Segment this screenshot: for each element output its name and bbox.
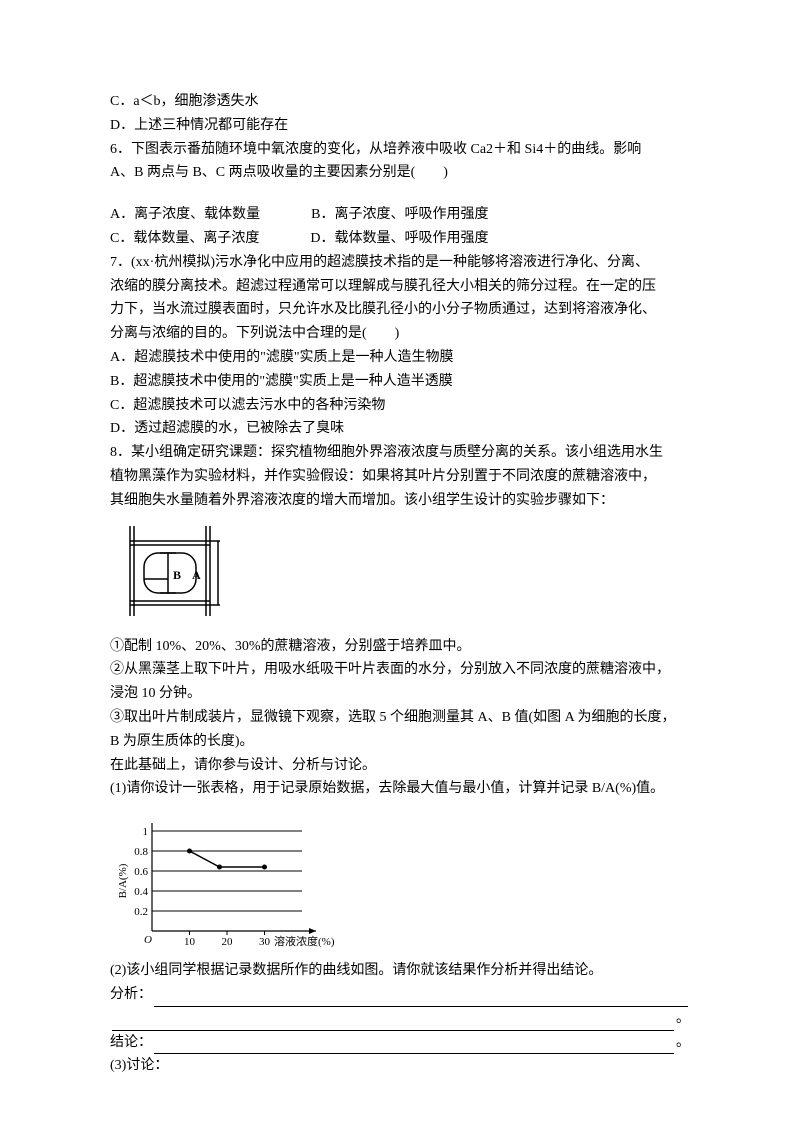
- q8-stem-1: 8．某小组确定研究课题：探究植物细胞外界溶液浓度与质壁分离的关系。该小组选用水生: [110, 441, 690, 465]
- q5-option-c: C．a＜b，细胞渗透失水: [110, 90, 690, 114]
- q7-stem-2: 浓缩的膜分离技术。超滤过程通常可以理解成与膜孔径大小相关的筛分过程。在一定的压: [110, 275, 690, 299]
- svg-text:0.8: 0.8: [134, 846, 148, 858]
- svg-text:30: 30: [259, 936, 271, 948]
- svg-text:10: 10: [184, 936, 196, 948]
- q8-analysis-label: 分析：: [110, 983, 152, 1007]
- q8-stem-3: 其细胞失水量随着外界溶液浓度的增大而增加。该小组学生设计的实验步骤如下：: [110, 489, 690, 513]
- q8-sub1: (1)请你设计一张表格，用于记录原始数据，去除最大值与最小值，计算并记录 B/A…: [110, 777, 690, 801]
- q6-stem-2: A、B 两点与 B、C 两点吸收量的主要因素分别是( ): [110, 161, 690, 185]
- q8-step4: 在此基础上，请你参与设计、分析与讨论。: [110, 754, 690, 778]
- q7-option-a: A．超滤膜技术中使用的"滤膜"实质上是一种人造生物膜: [110, 346, 690, 370]
- line-chart-svg: 1 0.8 0.6 0.4 0.2 10 20 30 O B/A(%) 溶液浓度(%): [110, 811, 340, 951]
- q5-option-d: D．上述三种情况都可能存在: [110, 114, 690, 138]
- q8-step3a: ③取出叶片制成装片，显微镜下观察，选取 5 个细胞测量其 A、B 值(如图 A …: [110, 706, 690, 730]
- svg-text:B/A(%): B/A(%): [117, 863, 129, 898]
- blank-fill[interactable]: [112, 1013, 674, 1031]
- svg-text:0.4: 0.4: [134, 886, 148, 898]
- svg-text:溶液浓度(%): 溶液浓度(%): [274, 934, 335, 948]
- q8-stem-2: 植物黑藻作为实验材料，并作实验假设：如果将其叶片分别置于不同浓度的蔗糖溶液中，: [110, 465, 690, 489]
- period: 。: [676, 1007, 690, 1031]
- svg-text:0.6: 0.6: [134, 866, 148, 878]
- cell-diagram-label-b: B: [173, 568, 181, 582]
- q8-conclusion-line: 结论： 。: [110, 1031, 690, 1055]
- q8-conclusion-label: 结论：: [110, 1031, 152, 1055]
- q7-option-c: C．超滤膜技术可以滤去污水中的各种污染物: [110, 394, 690, 418]
- spacer: [110, 185, 690, 203]
- svg-text:1: 1: [143, 826, 149, 838]
- q8-step1: ①配制 10%、20%、30%的蔗糖溶液，分别盛于培养皿中。: [110, 635, 690, 659]
- q7-stem-4: 分离与浓缩的目的。下列说法中合理的是( ): [110, 322, 690, 346]
- cell-diagram-label-a: A: [192, 568, 201, 582]
- q8-step3b: B 为原生质体的长度)。: [110, 730, 690, 754]
- q8-step2b: 浸泡 10 分钟。: [110, 682, 690, 706]
- q7-option-b: B．超滤膜技术中使用的"滤膜"实质上是一种人造半透膜: [110, 370, 690, 394]
- cell-diagram: B A: [110, 521, 690, 621]
- q7-option-d: D．透过超滤膜的水，已被除去了臭味: [110, 417, 690, 441]
- period: 。: [676, 1031, 690, 1055]
- q6-option-b: B．离子浓度、呼吸作用强度: [311, 207, 488, 222]
- svg-text:0.2: 0.2: [134, 906, 148, 918]
- blank-fill[interactable]: [154, 1037, 674, 1055]
- q6-stem-1: 6．下图表示番茄随环境中氧浓度的变化，从培养液中吸收 Ca2＋和 Si4＋的曲线…: [110, 138, 690, 162]
- q7-stem-1: 7．(xx·杭州模拟)污水净化中应用的超滤膜技术指的是一种能够将溶液进行净化、分…: [110, 251, 690, 275]
- q7-stem-3: 力下，当水流过膜表面时，只允许水及比膜孔径小的小分子物质通过，达到将溶液净化、: [110, 298, 690, 322]
- q6-options-row1: A．离子浓度、载体数量 B．离子浓度、呼吸作用强度: [110, 203, 690, 227]
- q8-step2a: ②从黑藻茎上取下叶片，用吸水纸吸干叶片表面的水分，分别放入不同浓度的蔗糖溶液中，: [110, 658, 690, 682]
- q8-analysis-line2: 。: [110, 1007, 690, 1031]
- q6-option-c: C．载体数量、离子浓度: [110, 231, 259, 246]
- q6-option-a: A．离子浓度、载体数量: [110, 207, 260, 222]
- q6-options-row2: C．载体数量、离子浓度 D．载体数量、呼吸作用强度: [110, 227, 690, 251]
- blank-fill[interactable]: [154, 989, 688, 1007]
- cell-diagram-svg: B A: [110, 521, 240, 621]
- q8-analysis-line: 分析：: [110, 983, 690, 1007]
- q6-option-d: D．载体数量、呼吸作用强度: [310, 231, 488, 246]
- line-chart: 1 0.8 0.6 0.4 0.2 10 20 30 O B/A(%) 溶液浓度(%): [110, 811, 690, 951]
- svg-text:O: O: [144, 934, 152, 946]
- q8-sub2a: (2)该小组同学根据记录数据所作的曲线如图。请你就该结果作分析并得出结论。: [110, 959, 690, 983]
- svg-text:20: 20: [222, 936, 234, 948]
- q8-sub3: (3)讨论：: [110, 1054, 690, 1078]
- document-page: C．a＜b，细胞渗透失水 D．上述三种情况都可能存在 6．下图表示番茄随环境中氧…: [0, 0, 800, 1118]
